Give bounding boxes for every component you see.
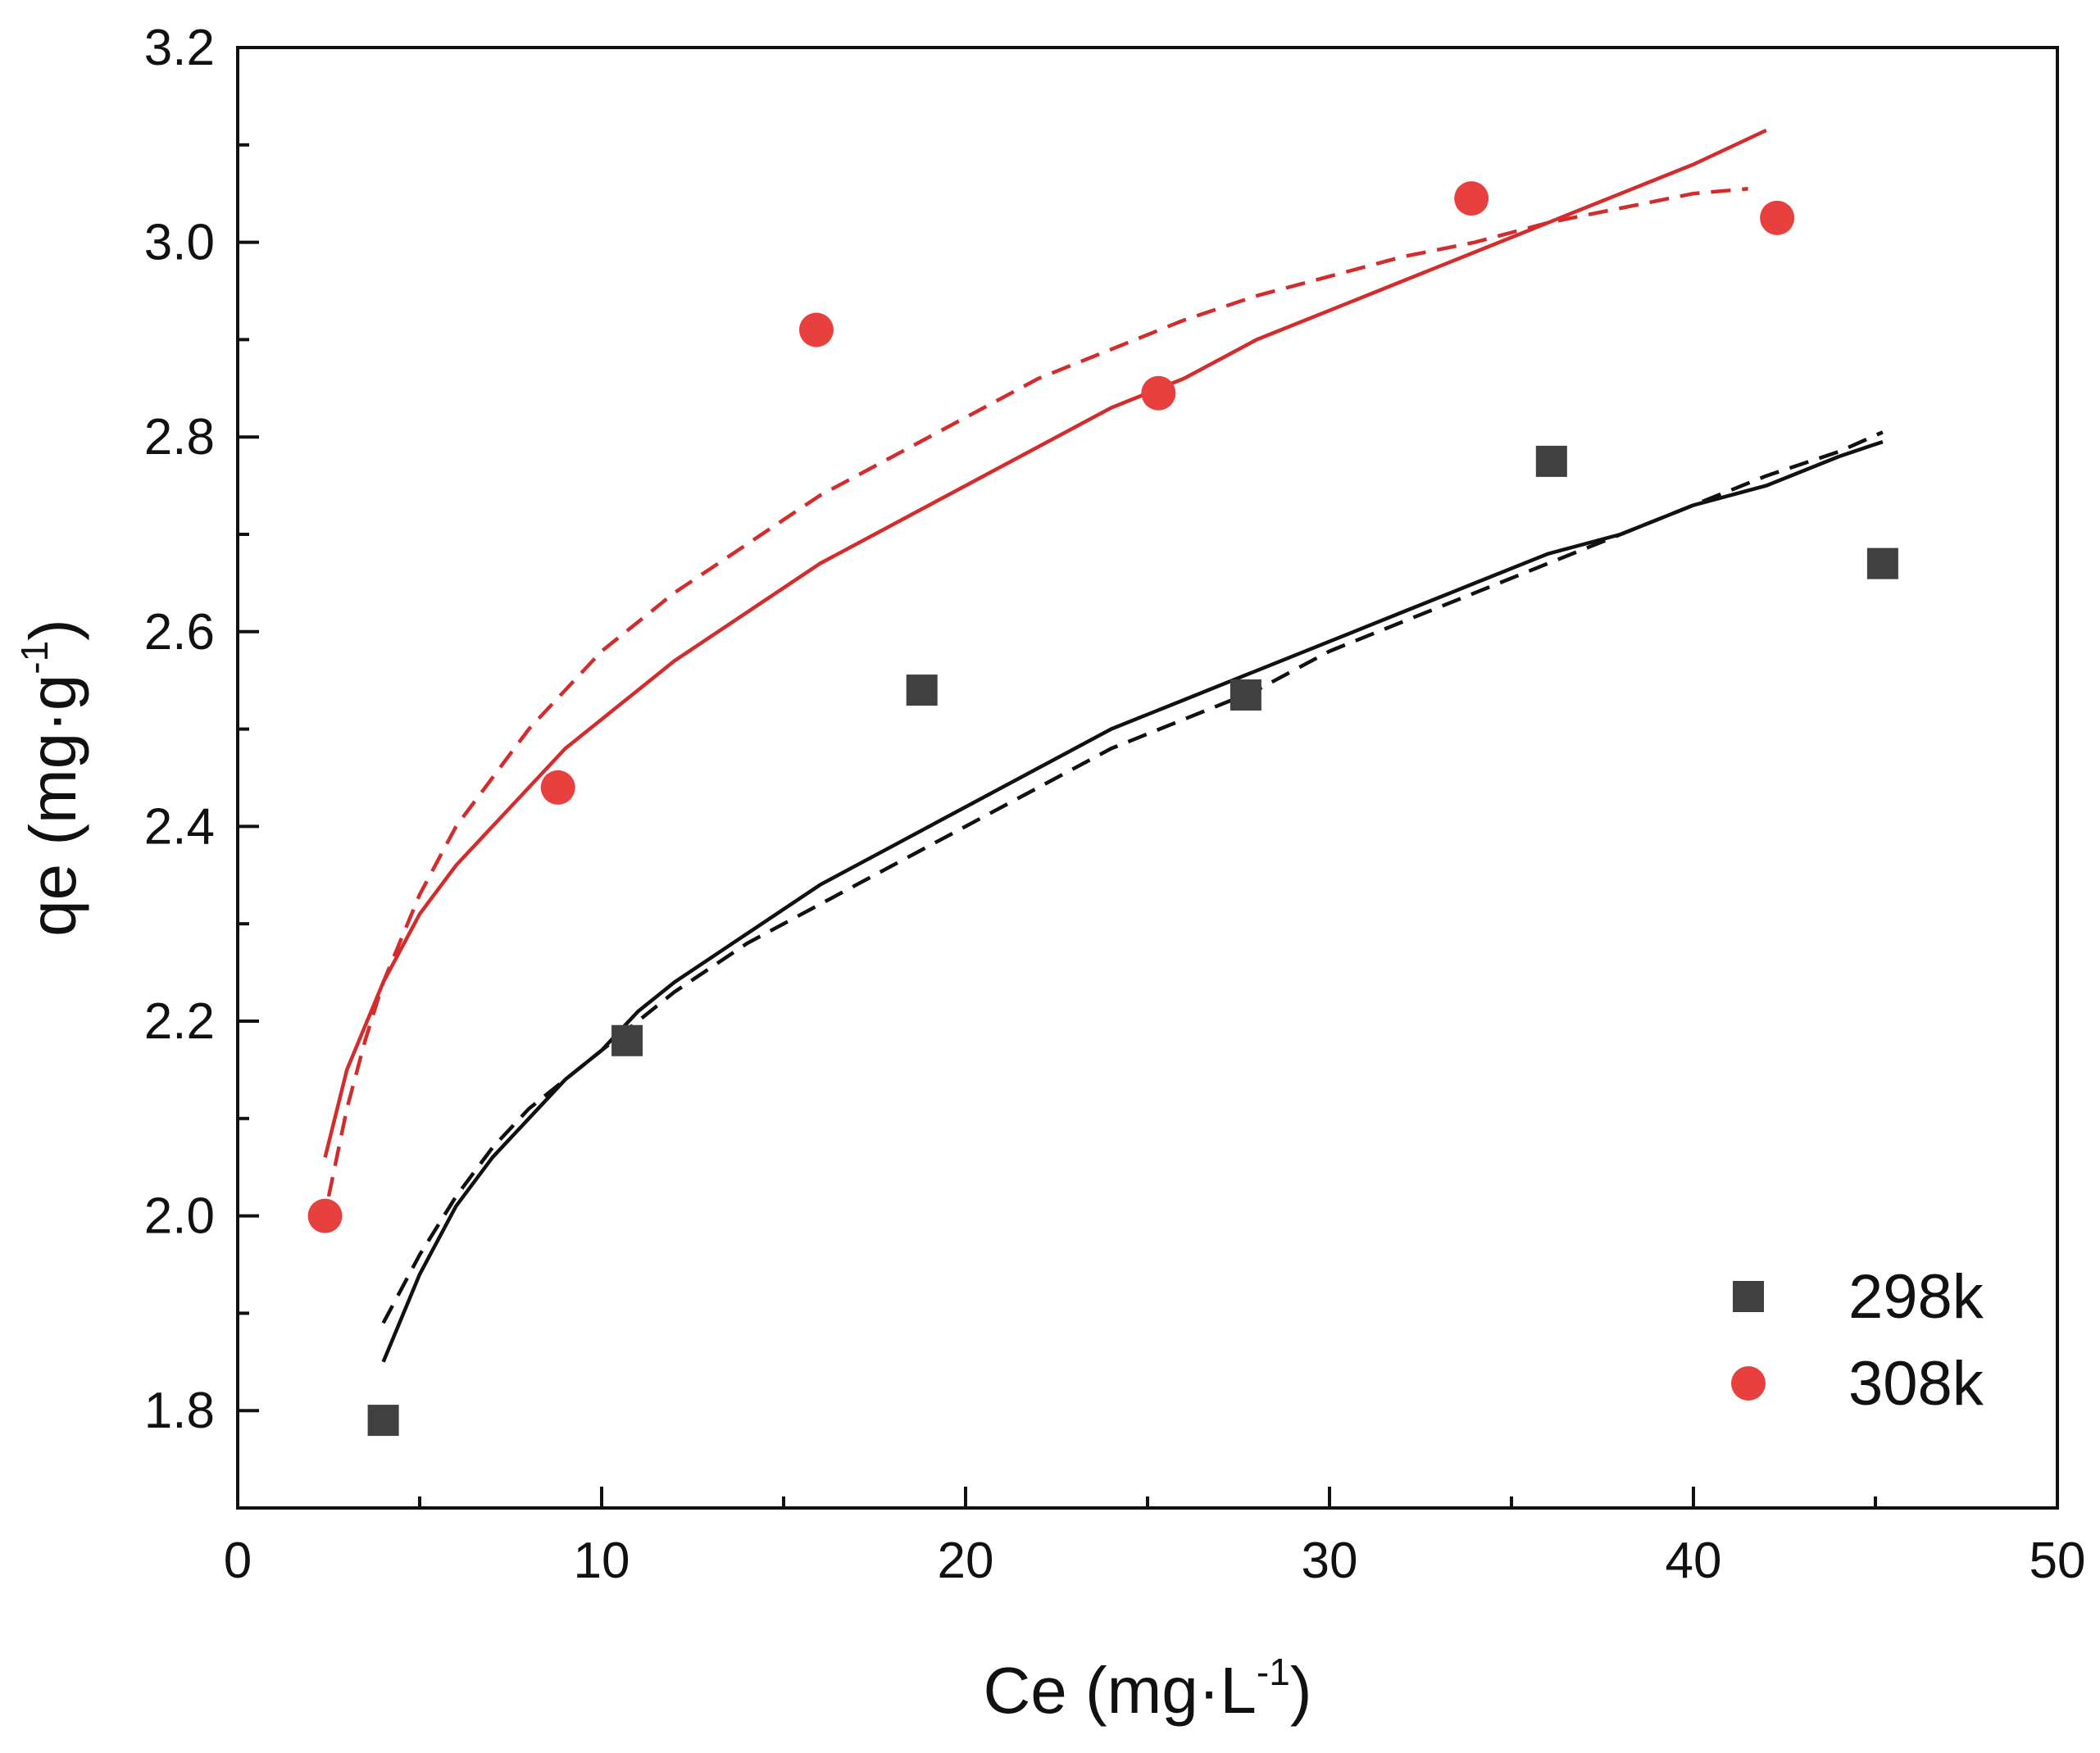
- x-axis-title-main: Ce (mg·L: [984, 1654, 1257, 1727]
- y-tick-label-3.2: 3.2: [144, 20, 215, 76]
- y-tick-label-3.0: 3.0: [144, 215, 215, 271]
- data-points: [307, 181, 1898, 1437]
- axis-ticks: [236, 46, 2059, 1510]
- y-axis-title-sup: -1: [13, 641, 56, 674]
- point-298k-0: [367, 1405, 399, 1437]
- point-308k-2: [798, 312, 834, 347]
- x-tick-label-0: 0: [224, 1533, 252, 1589]
- fit-curve-308k-fit-solid: [323, 128, 1767, 1158]
- x-tick-label-20: 20: [938, 1533, 994, 1589]
- fit-curves: [323, 128, 1884, 1363]
- point-298k-4: [1535, 445, 1567, 477]
- x-tick-label-30: 30: [1302, 1533, 1358, 1589]
- point-298k-1: [611, 1024, 643, 1056]
- legend-label-298k: 298k: [1848, 1262, 1984, 1332]
- y-axis-title-main: qe (mg·g: [16, 674, 89, 937]
- point-308k-1: [540, 770, 575, 805]
- point-308k-4: [1454, 181, 1489, 216]
- x-tick-label-40: 40: [1666, 1533, 1722, 1589]
- legend-label-308k: 308k: [1848, 1349, 1984, 1419]
- point-308k-0: [307, 1198, 343, 1233]
- point-308k-3: [1141, 375, 1176, 411]
- y-tick-label-2.6: 2.6: [144, 604, 215, 661]
- y-tick-label-2.8: 2.8: [144, 409, 215, 465]
- legend-marker-298k: [1733, 1281, 1764, 1312]
- y-axis-title: qe (mg·g-1): [13, 619, 89, 937]
- x-axis-title-sup: -1: [1257, 1651, 1290, 1693]
- legend-marker-308k: [1731, 1366, 1766, 1401]
- y-tick-label-2.0: 2.0: [144, 1188, 215, 1245]
- legend: 298k 308k: [1731, 1262, 1984, 1419]
- point-298k-5: [1866, 547, 1898, 579]
- y-tick-label-2.4: 2.4: [144, 798, 215, 855]
- fit-curve-298k-fit-dashed: [381, 430, 1884, 1324]
- point-298k-2: [906, 674, 938, 706]
- y-axis-title-close: ): [16, 619, 89, 641]
- fit-curve-298k-fit-solid: [381, 439, 1884, 1363]
- x-axis-title-close: ): [1290, 1654, 1312, 1727]
- x-tick-label-10: 10: [574, 1533, 630, 1589]
- point-308k-5: [1760, 200, 1795, 235]
- axis-tick-labels: 0 10 20 30 40 50 1.8 2.0 2.2 2.4 2.6 2.8 3.0 3.2: [144, 20, 2086, 1589]
- fit-curve-308k-fit-dashed: [326, 187, 1748, 1197]
- y-tick-label-2.2: 2.2: [144, 993, 215, 1050]
- point-298k-3: [1230, 679, 1261, 711]
- x-tick-label-50: 50: [2030, 1533, 2086, 1589]
- x-axis-title: Ce (mg·L-1): [984, 1651, 1312, 1727]
- y-tick-label-1.8: 1.8: [144, 1383, 215, 1439]
